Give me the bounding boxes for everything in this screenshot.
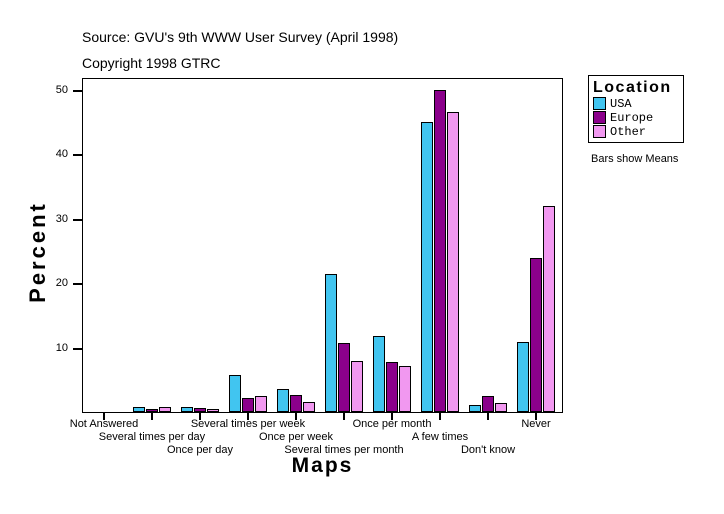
x-tick (247, 413, 249, 420)
legend-items: USA Europe Other (593, 97, 683, 138)
bar-other-9 (495, 403, 507, 412)
x-category-label: Not Answered (69, 418, 139, 430)
x-category-label: Several times per day (98, 431, 206, 443)
x-category-label: Once per week (259, 431, 333, 443)
bar-other-5 (303, 402, 315, 412)
legend-swatch-icon (593, 125, 606, 138)
bar-europe-3 (194, 408, 206, 412)
x-category-label: Several times per week (190, 418, 306, 430)
legend-item-label: Europe (610, 110, 654, 125)
x-tick (535, 413, 537, 420)
bar-other-7 (399, 366, 411, 412)
x-category-label: Several times per month (284, 444, 404, 456)
x-tick (391, 413, 393, 420)
y-tick-label: 50 (55, 83, 68, 96)
x-category-label: A few times (411, 431, 469, 443)
bar-usa-6 (325, 274, 337, 412)
bar-other-10 (543, 206, 555, 412)
y-tick (73, 218, 82, 221)
legend-swatch-icon (593, 111, 606, 124)
bar-usa-7 (373, 336, 385, 412)
bar-other-4 (255, 396, 267, 412)
x-tick (199, 413, 201, 420)
bar-usa-5 (277, 389, 289, 412)
y-tick (73, 283, 82, 286)
legend-swatch-icon (593, 97, 606, 110)
x-tick (151, 413, 153, 420)
x-tick (343, 413, 345, 420)
bar-other-6 (351, 361, 363, 412)
bar-usa-3 (181, 407, 193, 412)
bar-usa-8 (421, 122, 433, 412)
y-tick (73, 154, 82, 157)
bar-other-2 (159, 407, 171, 412)
x-tick (103, 413, 105, 420)
bar-europe-10 (530, 258, 542, 412)
bar-usa-9 (469, 405, 481, 412)
bar-europe-7 (386, 362, 398, 412)
bar-europe-5 (290, 395, 302, 412)
y-tick-label: 20 (55, 277, 68, 290)
bar-usa-2 (133, 407, 145, 412)
x-tick (487, 413, 489, 420)
legend: Location USA Europe Other (588, 75, 684, 143)
x-category-label: Once per day (166, 444, 234, 456)
x-tick (439, 413, 441, 420)
y-tick-label: 30 (55, 212, 68, 225)
legend-item-usa: USA (593, 97, 683, 110)
legend-item-other: Other (593, 125, 683, 138)
legend-item-europe: Europe (593, 111, 683, 124)
bar-other-3 (207, 409, 219, 412)
bar-europe-2 (146, 409, 158, 412)
copyright-text: Copyright 1998 GTRC (82, 55, 221, 71)
y-tick-label: 10 (55, 341, 68, 354)
x-axis-title: Maps (291, 454, 354, 477)
plot-area (82, 78, 563, 413)
x-category-label: Don't know (460, 444, 516, 456)
bar-europe-4 (242, 398, 254, 412)
bar-usa-4 (229, 375, 241, 412)
legend-title: Location (593, 79, 672, 96)
x-category-label: Never (521, 418, 551, 430)
legend-note: Bars show Means (591, 153, 679, 165)
x-tick (295, 413, 297, 420)
legend-item-label: USA (610, 96, 632, 111)
bar-usa-10 (517, 342, 529, 412)
source-text: Source: GVU's 9th WWW User Survey (April… (82, 29, 399, 45)
bar-europe-6 (338, 343, 350, 412)
bar-europe-9 (482, 396, 494, 412)
y-tick-label: 40 (55, 148, 68, 161)
y-tick (73, 347, 82, 350)
x-category-label: Once per month (352, 418, 432, 430)
bar-other-8 (447, 112, 459, 412)
bar-europe-8 (434, 90, 446, 412)
legend-item-label: Other (610, 124, 647, 139)
y-tick (73, 89, 82, 92)
